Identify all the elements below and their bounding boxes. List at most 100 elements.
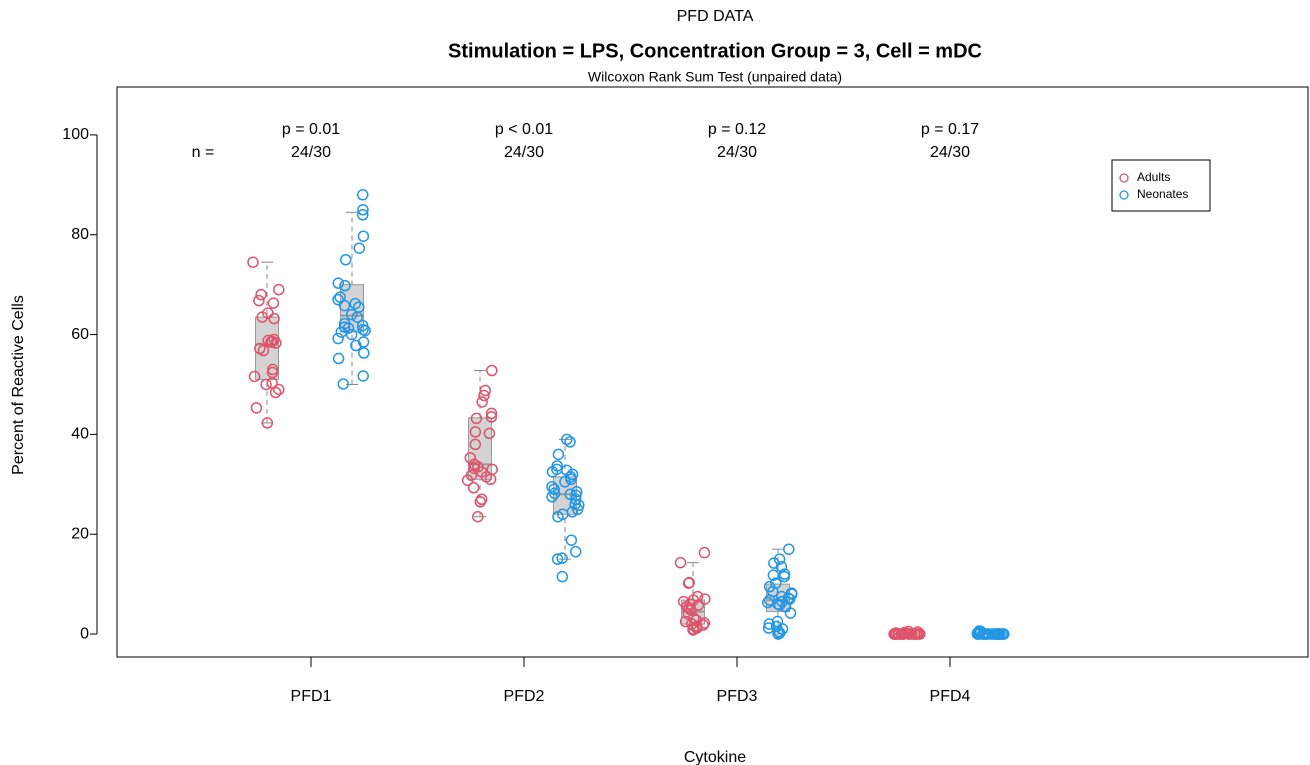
data-point <box>469 438 482 451</box>
data-point <box>345 308 358 321</box>
data-point <box>339 253 352 266</box>
data-point <box>552 448 565 461</box>
data-point <box>357 189 369 201</box>
data-point <box>349 297 362 310</box>
data-point <box>332 293 344 306</box>
data-point <box>770 620 783 633</box>
chart-title: Stimulation = LPS, Concentration Group =… <box>448 40 982 62</box>
data-point <box>359 324 371 337</box>
y-tick-label: 80 <box>71 226 89 243</box>
data-point <box>484 473 497 486</box>
p-value: p < 0.01 <box>495 121 553 138</box>
data-point <box>546 466 559 478</box>
data-point <box>996 628 1008 640</box>
data-point <box>546 491 558 503</box>
data-point <box>483 427 496 440</box>
count: 24/30 <box>504 144 544 161</box>
legend-marker <box>1119 173 1129 183</box>
data-point <box>478 389 490 402</box>
count: 24/30 <box>717 144 757 161</box>
data-point <box>778 570 791 583</box>
data-point <box>674 556 687 569</box>
data-point <box>571 503 584 516</box>
data-point <box>351 311 364 323</box>
data-point <box>357 230 370 242</box>
p-value: p = 0.01 <box>282 121 340 138</box>
count: 24/30 <box>291 144 331 161</box>
data-point <box>470 412 483 425</box>
data-point <box>472 510 484 523</box>
data-point <box>988 628 1000 640</box>
data-point <box>474 496 486 508</box>
data-point <box>692 599 705 611</box>
data-point <box>697 619 709 631</box>
data-point <box>679 615 692 628</box>
data-point <box>468 462 481 475</box>
data-point <box>556 570 569 583</box>
data-point <box>268 312 280 325</box>
data-point <box>479 384 492 397</box>
data-point <box>561 464 573 477</box>
data-point <box>486 364 498 377</box>
data-point <box>269 386 282 399</box>
data-point <box>681 600 693 613</box>
data-point <box>476 396 488 408</box>
data-point <box>260 378 272 391</box>
data-point <box>332 332 344 345</box>
plot-frame <box>116 86 1309 658</box>
data-point <box>273 283 285 296</box>
data-point <box>253 294 265 307</box>
data-point <box>912 626 924 638</box>
y-tick-label: 60 <box>71 326 89 343</box>
data-point <box>257 344 270 357</box>
data-point <box>564 436 576 448</box>
legend-box <box>1111 159 1211 212</box>
data-point <box>261 417 274 429</box>
data-point <box>890 627 902 639</box>
data-point <box>561 433 573 446</box>
data-point <box>556 552 568 564</box>
legend-label: Neonates <box>1137 187 1188 201</box>
legend-label: Adults <box>1137 170 1170 184</box>
count: 24/30 <box>930 144 970 161</box>
data-point <box>250 402 263 414</box>
data-point <box>773 553 786 565</box>
data-point <box>973 625 986 637</box>
p-value: p = 0.17 <box>921 121 979 138</box>
data-point <box>357 370 369 382</box>
data-point <box>485 407 498 420</box>
data-point <box>248 370 261 383</box>
data-point <box>345 328 358 341</box>
data-point <box>338 299 351 312</box>
data-point <box>247 256 259 268</box>
y-tick-label: 100 <box>62 126 89 143</box>
data-point <box>350 339 362 352</box>
x-tick-label: PFD2 <box>504 688 545 705</box>
y-tick-label: 40 <box>71 426 89 443</box>
data-point <box>548 487 561 500</box>
data-point <box>699 593 711 605</box>
data-point <box>467 482 480 494</box>
data-point <box>256 311 268 323</box>
data-point <box>255 288 267 301</box>
data-point <box>485 411 498 423</box>
data-point <box>566 468 579 481</box>
data-point <box>784 607 797 619</box>
data-point <box>273 383 285 396</box>
data-point <box>773 599 786 611</box>
data-point <box>762 622 775 634</box>
data-point <box>682 577 695 589</box>
data-point <box>775 560 788 573</box>
x-tick-label: PFD1 <box>291 688 332 705</box>
x-tick-label: PFD4 <box>930 688 971 705</box>
data-point <box>767 569 780 581</box>
data-point <box>565 473 577 486</box>
y-axis-title: Percent of Reactive Cells <box>10 295 27 475</box>
data-point <box>902 625 915 638</box>
data-point <box>332 277 345 289</box>
legend-marker <box>1119 190 1129 200</box>
data-point <box>465 469 478 482</box>
data-point <box>991 628 1004 640</box>
data-point <box>339 279 351 292</box>
